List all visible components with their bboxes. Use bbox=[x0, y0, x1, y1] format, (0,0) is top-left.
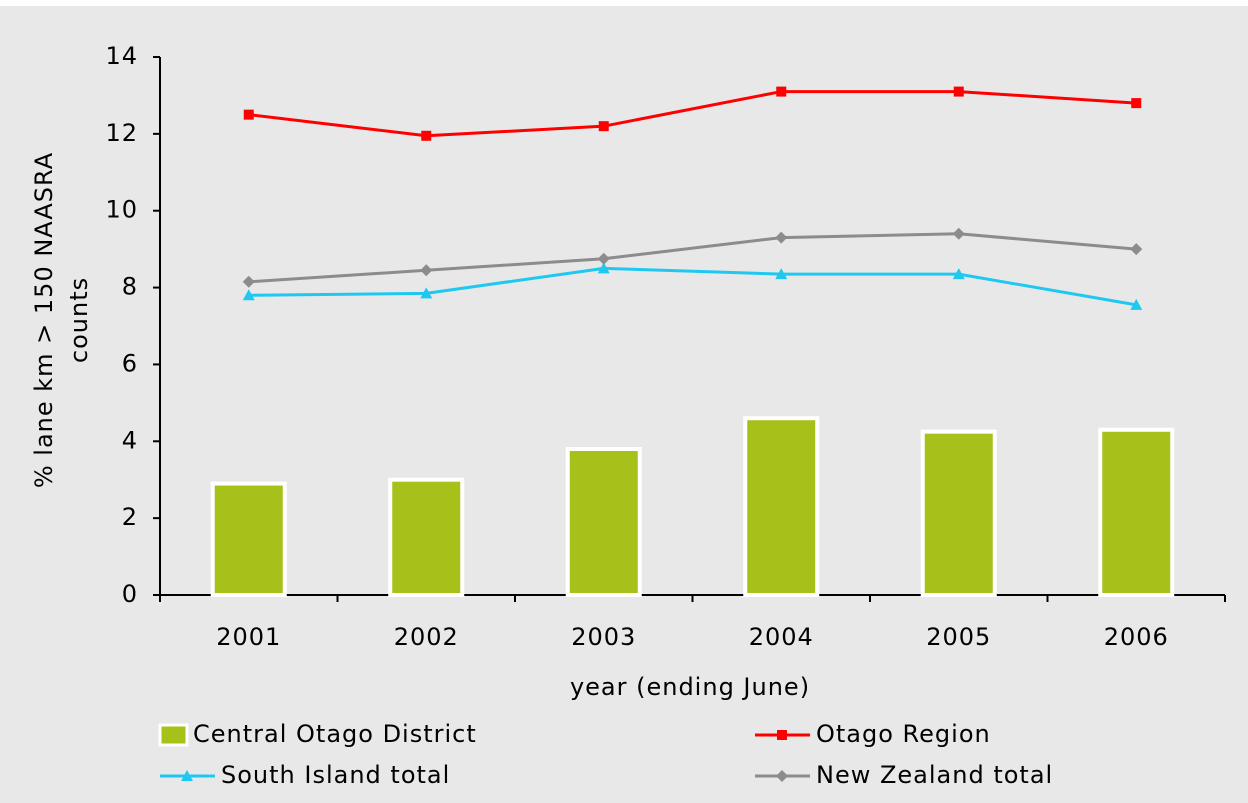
marker bbox=[598, 121, 609, 132]
marker bbox=[597, 252, 610, 265]
x-axis-label: year (ending June) bbox=[570, 673, 810, 701]
marker bbox=[953, 86, 964, 97]
legend-label: South Island total bbox=[221, 761, 450, 789]
y-axis-label: counts bbox=[65, 277, 93, 363]
marker bbox=[597, 262, 610, 274]
legend-marker bbox=[181, 770, 193, 781]
x-tick-label: 2005 bbox=[926, 623, 991, 651]
legend-label: Otago Region bbox=[816, 720, 991, 748]
y-tick-label: 2 bbox=[122, 503, 138, 531]
marker bbox=[1131, 98, 1142, 109]
marker bbox=[242, 275, 255, 288]
marker bbox=[421, 130, 432, 141]
line bbox=[248, 232, 1137, 284]
y-tick-label: 6 bbox=[122, 349, 138, 377]
marker bbox=[243, 109, 254, 120]
bar bbox=[920, 429, 997, 597]
y-axis-label: % lane km > 150 NAASRA bbox=[30, 152, 58, 488]
marker bbox=[420, 264, 433, 277]
bar bbox=[388, 477, 465, 598]
y-tick-label: 0 bbox=[122, 580, 138, 608]
legend-label: Central Otago District bbox=[193, 720, 477, 748]
legend-label: New Zealand total bbox=[816, 761, 1053, 789]
marker bbox=[776, 86, 787, 97]
y-tick-label: 10 bbox=[105, 196, 138, 224]
x-tick-label: 2001 bbox=[216, 623, 281, 651]
x-tick-label: 2003 bbox=[571, 623, 636, 651]
marker bbox=[1130, 298, 1143, 310]
legend-swatch bbox=[158, 723, 189, 747]
legend-marker bbox=[777, 730, 787, 740]
legend-marker bbox=[776, 770, 788, 782]
marker bbox=[775, 231, 788, 244]
bar bbox=[565, 446, 642, 597]
y-tick-label: 4 bbox=[122, 426, 138, 454]
chart-background bbox=[0, 6, 1248, 803]
marker bbox=[952, 268, 965, 280]
bar bbox=[1098, 427, 1175, 597]
bar bbox=[743, 416, 820, 597]
bar bbox=[210, 481, 287, 597]
marker bbox=[775, 268, 788, 280]
y-tick-label: 14 bbox=[105, 42, 138, 70]
x-tick-label: 2006 bbox=[1104, 623, 1169, 651]
marker bbox=[242, 289, 255, 301]
line bbox=[248, 266, 1137, 307]
line bbox=[248, 90, 1137, 138]
y-tick-label: 12 bbox=[105, 119, 138, 147]
marker bbox=[420, 287, 433, 299]
x-tick-label: 2004 bbox=[749, 623, 814, 651]
marker bbox=[1130, 243, 1143, 256]
y-tick-label: 8 bbox=[122, 273, 138, 301]
x-tick-label: 2002 bbox=[394, 623, 459, 651]
marker bbox=[952, 227, 965, 240]
